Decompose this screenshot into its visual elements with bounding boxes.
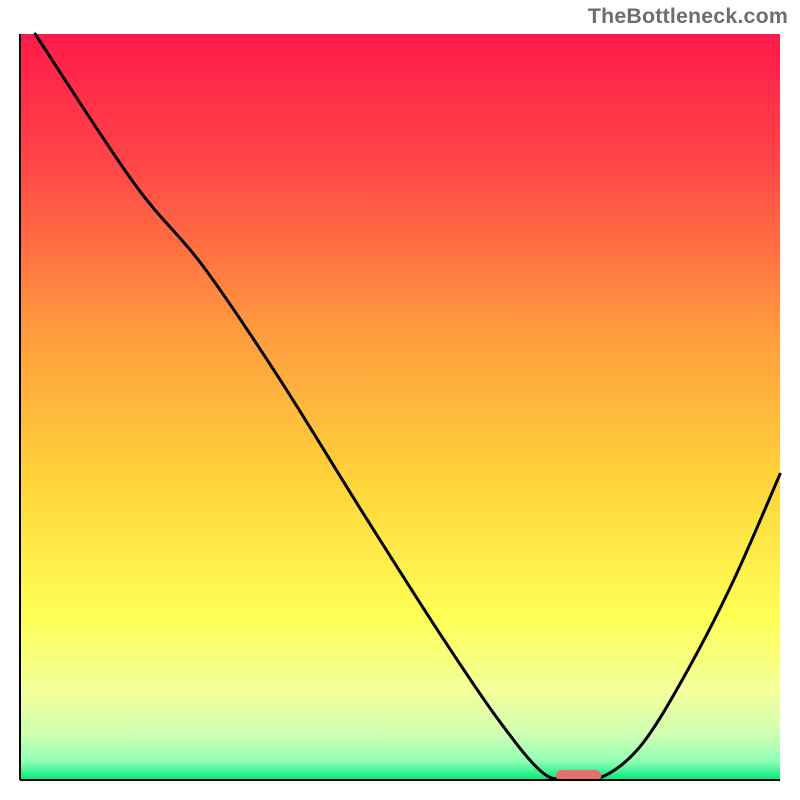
bottleneck-chart: TheBottleneck.com xyxy=(0,0,800,800)
watermark-text: TheBottleneck.com xyxy=(588,4,788,29)
plot-svg xyxy=(0,0,800,800)
gradient-background xyxy=(20,34,780,780)
